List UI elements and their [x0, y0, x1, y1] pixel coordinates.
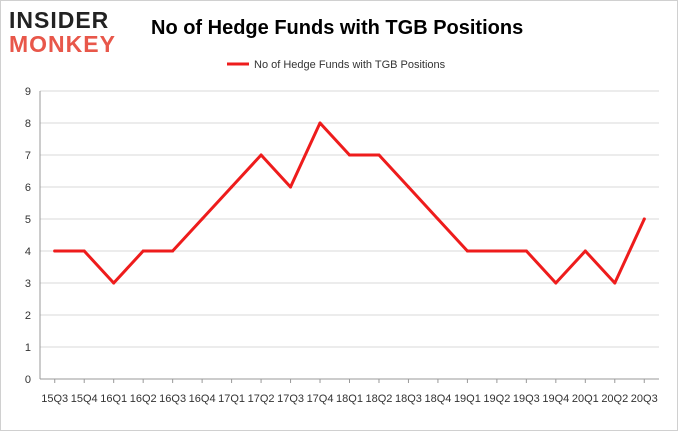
chart-title: No of Hedge Funds with TGB Positions: [151, 17, 524, 39]
data-point: [289, 185, 293, 189]
x-tick-label: 19Q1: [454, 393, 481, 405]
data-point: [259, 153, 263, 157]
data-point: [171, 249, 175, 253]
x-tick-label: 16Q4: [189, 393, 216, 405]
data-point: [613, 281, 617, 285]
x-tick-label: 15Q3: [41, 393, 68, 405]
x-tick-label: 19Q4: [542, 393, 569, 405]
x-tick-label: 16Q2: [130, 393, 157, 405]
data-point: [495, 249, 499, 253]
data-point: [465, 249, 469, 253]
x-tick-label: 15Q4: [71, 393, 98, 405]
insider-monkey-logo: INSIDER MONKEY: [9, 7, 129, 57]
logo-text-monkey: MONKEY: [9, 31, 116, 57]
legend: No of Hedge Funds with TGB Positions: [227, 59, 446, 71]
data-point: [200, 217, 204, 221]
x-tick-label: 17Q4: [307, 393, 334, 405]
data-point: [112, 281, 116, 285]
y-tick-label: 1: [25, 342, 31, 354]
axes: [39, 91, 659, 383]
x-tick-label: 18Q1: [336, 393, 363, 405]
logo-text-insider: INSIDER: [9, 7, 110, 33]
y-tick-label: 3: [25, 278, 31, 290]
x-tick-label: 18Q4: [424, 393, 451, 405]
x-tick-label: 20Q3: [631, 393, 658, 405]
data-point: [82, 249, 86, 253]
x-tick-label: 17Q3: [277, 393, 304, 405]
data-point: [348, 153, 351, 157]
data-point: [230, 185, 234, 189]
data-point: [53, 249, 57, 253]
x-tick-label: 19Q2: [483, 393, 510, 405]
data-point: [141, 249, 145, 253]
y-tick-label: 4: [25, 246, 31, 258]
data-point: [583, 249, 587, 253]
x-tick-label: 20Q2: [601, 393, 628, 405]
data-point: [318, 121, 322, 125]
data-point: [554, 281, 558, 285]
y-tick-label: 7: [25, 150, 31, 162]
data-point: [377, 153, 381, 157]
x-tick-label: 17Q1: [218, 393, 245, 405]
x-tick-label: 18Q3: [395, 393, 422, 405]
data-point: [524, 249, 528, 253]
x-tick-label: 18Q2: [366, 393, 393, 405]
data-point: [642, 217, 646, 221]
y-tick-label: 8: [25, 118, 31, 130]
x-tick-label: 16Q3: [159, 393, 186, 405]
y-tick-label: 0: [25, 374, 31, 386]
data-point: [436, 217, 440, 221]
series-line: [53, 121, 646, 285]
x-tick-label: 17Q2: [248, 393, 275, 405]
series-lines: [53, 121, 646, 285]
y-tick-label: 2: [25, 310, 31, 322]
y-tick-label: 5: [25, 214, 31, 226]
y-tick-labels: 0 1 2 3 4 5 6 7 8 9: [25, 86, 31, 386]
x-tick-label: 20Q1: [572, 393, 599, 405]
x-tick-label: 19Q3: [513, 393, 540, 405]
grid-lines: [40, 90, 659, 348]
x-tick-label: 16Q1: [100, 393, 127, 405]
x-tick-labels: 15Q3 15Q4 16Q1 16Q2 16Q3 16Q4 17Q1 17Q2 17Q3 17Q4…: [41, 393, 657, 405]
data-point: [406, 185, 410, 189]
y-tick-label: 6: [25, 182, 31, 194]
legend-label: No of Hedge Funds with TGB Positions: [254, 59, 446, 71]
y-tick-label: 9: [25, 86, 31, 98]
